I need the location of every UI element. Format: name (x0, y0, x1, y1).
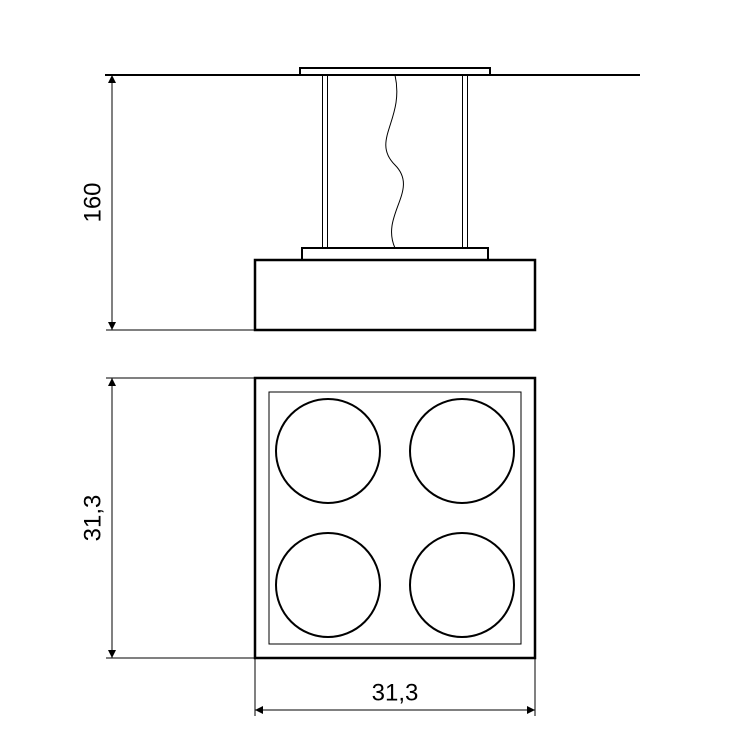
lamp-opening-1 (276, 399, 380, 503)
lamp-opening-4 (410, 533, 514, 637)
dim-label-width: 31,3 (372, 679, 419, 706)
dim-label-height: 160 (79, 182, 106, 222)
fixture-body-side (255, 260, 535, 330)
lamp-opening-3 (276, 533, 380, 637)
dim-label-depth: 31,3 (79, 495, 106, 542)
suspension-wire (386, 75, 404, 248)
lamp-opening-2 (410, 399, 514, 503)
bottom-plan-view (255, 378, 535, 658)
fixture-outer-square (255, 378, 535, 658)
side-elevation (105, 68, 640, 330)
fixture-inner-square (269, 392, 521, 644)
